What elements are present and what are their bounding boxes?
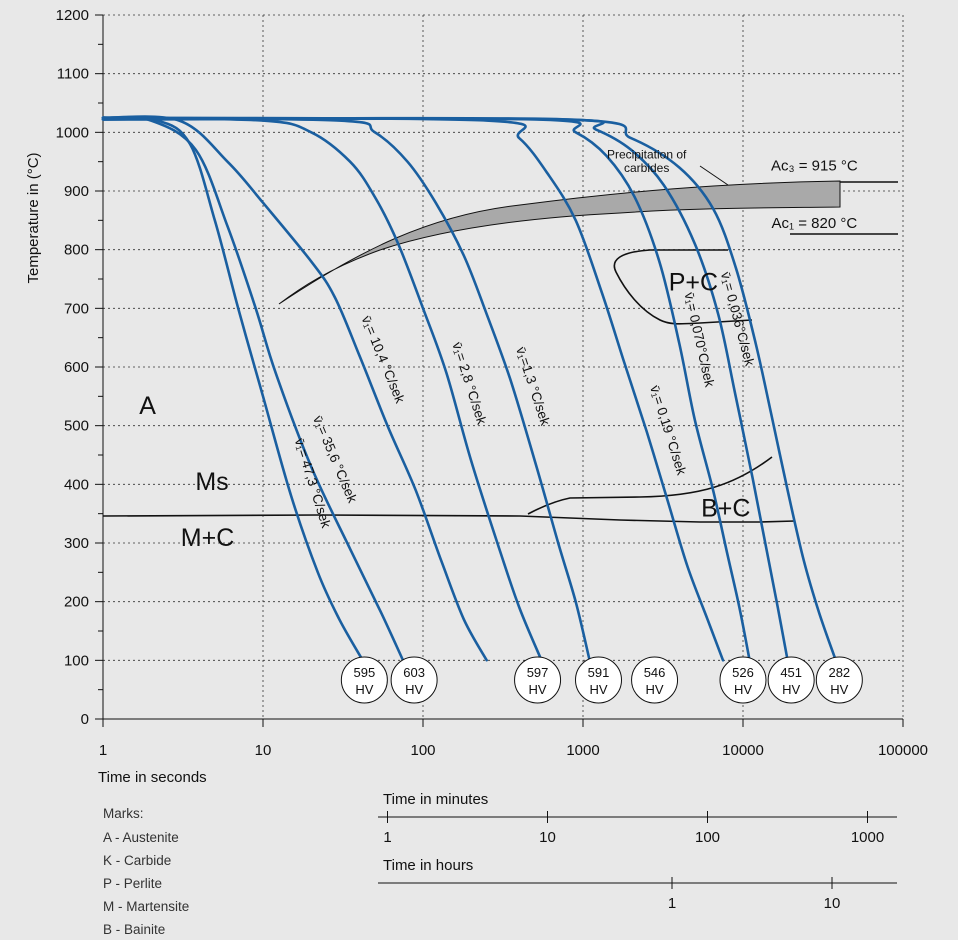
cooling-curve-1 bbox=[101, 116, 364, 662]
hardness-circle-603 bbox=[390, 656, 438, 704]
hardness-circle-595 bbox=[340, 656, 388, 704]
y-tick-label: 1000 bbox=[56, 124, 89, 141]
hardness-value: 603 bbox=[403, 665, 425, 680]
y-tick-label: 1200 bbox=[56, 7, 89, 24]
hardness-unit: HV bbox=[355, 682, 373, 697]
y-tick-label: 1100 bbox=[57, 66, 89, 83]
marks-entry: A - Austenite bbox=[103, 830, 179, 845]
hardness-circle-546 bbox=[631, 656, 679, 704]
y-tick-label: 500 bbox=[64, 418, 89, 435]
hardness-unit: HV bbox=[782, 682, 800, 697]
hardness-circle-591 bbox=[575, 656, 623, 704]
x-tick-label: 1 bbox=[99, 742, 107, 759]
hardness-circle-451 bbox=[767, 656, 815, 704]
hardness-unit: HV bbox=[589, 682, 607, 697]
y-tick-label: 400 bbox=[64, 476, 89, 493]
y-tick-label: 800 bbox=[64, 242, 89, 259]
carbide-precipitation-band bbox=[278, 180, 841, 305]
annotation-3: Ac₃ = 915 °C bbox=[771, 157, 858, 174]
y-tick-label: 0 bbox=[81, 711, 89, 728]
cooling-curve-3 bbox=[101, 115, 488, 662]
hardness-value: 546 bbox=[644, 665, 666, 680]
hardness-circle-597 bbox=[514, 656, 562, 704]
pearlite-region-boundary bbox=[613, 249, 753, 325]
cooling-rate-label-7: v̄₁= 0,070°C/sek bbox=[682, 291, 718, 389]
marks-heading: Marks: bbox=[103, 806, 144, 821]
cooling-rate-label-8: v̄₁= 0,036°C/sek bbox=[718, 270, 758, 367]
cooling-curve-2 bbox=[101, 116, 405, 662]
cooling-curve-6 bbox=[101, 116, 725, 662]
ms-line bbox=[102, 514, 796, 523]
hardness-value: 282 bbox=[828, 665, 850, 680]
annotation-4: Ac₁ = 820 °C bbox=[771, 215, 857, 232]
secondary-time-axes: Time in minutes 1 10 100 1000 Time in hours 1 1… bbox=[378, 791, 897, 912]
secondary-tick-label: 100 bbox=[695, 829, 720, 846]
hardness-value: 451 bbox=[780, 665, 802, 680]
region-label-b-plus-c: B+C bbox=[701, 495, 750, 523]
y-tick-label: 200 bbox=[64, 594, 89, 611]
hardness-circle-526 bbox=[719, 656, 767, 704]
y-tick-label: 300 bbox=[64, 535, 89, 552]
cooling-rate-label-4: v̄₁= 2,8 °C/sek bbox=[449, 340, 489, 426]
annotation-1: Precipitation of bbox=[607, 148, 687, 162]
x-axis-title: Time in seconds bbox=[98, 769, 207, 786]
region-label-m-plus-c: M+C bbox=[181, 524, 234, 552]
marks-entry: M - Martensite bbox=[103, 899, 189, 914]
secondary-tick-label: 10 bbox=[824, 895, 841, 912]
cooling-rate-label-6: v̄₁= 0,19 °C/sek bbox=[647, 384, 689, 477]
y-tick-label: 700 bbox=[64, 300, 89, 317]
precipitation-pointer bbox=[699, 165, 729, 186]
secondary-tick-label: 10 bbox=[539, 829, 556, 846]
hardness-unit: HV bbox=[734, 682, 752, 697]
hardness-unit: HV bbox=[646, 682, 664, 697]
grid bbox=[103, 14, 904, 719]
y-tick-label: 100 bbox=[64, 652, 89, 669]
hardness-value: 526 bbox=[732, 665, 754, 680]
hardness-markers: 595 HV 603 HV 597 HV 591 HV 546 HV 526 HV 451 HV 282 HV bbox=[340, 656, 863, 704]
hardness-unit: HV bbox=[830, 682, 848, 697]
hardness-circle-282 bbox=[815, 656, 863, 704]
y-axis-title: Temperature in (°C) bbox=[25, 152, 42, 283]
x-tick-label: 100 bbox=[410, 742, 435, 759]
marks-entry: B - Bainite bbox=[103, 922, 165, 937]
secondary-axis-title-2: Time in hours bbox=[383, 857, 473, 874]
region-label-a: A bbox=[139, 392, 156, 420]
cooling-curves bbox=[101, 115, 838, 662]
marks-entry: P - Perlite bbox=[103, 876, 162, 891]
hardness-value: 597 bbox=[527, 665, 549, 680]
cooling-curve-4 bbox=[101, 116, 543, 662]
secondary-tick-label: 1 bbox=[383, 829, 391, 846]
hardness-value: 591 bbox=[588, 665, 610, 680]
cooling-rate-label-3: v̄₁= 10,4 °C/sek bbox=[359, 314, 408, 406]
x-tick-label: 100000 bbox=[878, 742, 928, 759]
hardness-value: 595 bbox=[354, 665, 376, 680]
region-label-ms: Ms bbox=[195, 468, 228, 496]
hardness-unit: HV bbox=[529, 682, 547, 697]
axes: 0100200300400500600700800900100011001200… bbox=[25, 7, 928, 786]
x-tick-label: 10000 bbox=[722, 742, 764, 759]
cooling-curve-5 bbox=[101, 116, 591, 662]
secondary-tick-label: 1 bbox=[668, 895, 676, 912]
x-tick-label: 1000 bbox=[566, 742, 599, 759]
y-tick-label: 900 bbox=[64, 183, 89, 200]
cooling-rate-label-5: v̄₁=1,3 °C/sek bbox=[513, 345, 553, 427]
region-label-p-plus-c: P+C bbox=[669, 269, 718, 297]
secondary-tick-label: 1000 bbox=[851, 829, 884, 846]
y-tick-label: 600 bbox=[64, 359, 89, 376]
cooling-curve-9 bbox=[101, 116, 838, 662]
x-tick-label: 10 bbox=[255, 742, 272, 759]
secondary-axis-title-1: Time in minutes bbox=[383, 791, 488, 808]
annotation-2: carbides bbox=[624, 161, 669, 175]
hardness-unit: HV bbox=[405, 682, 423, 697]
marks-entry: K - Carbide bbox=[103, 853, 171, 868]
marks-legend: Marks: A - Austenite K - Carbide P - Perlit… bbox=[103, 806, 189, 937]
